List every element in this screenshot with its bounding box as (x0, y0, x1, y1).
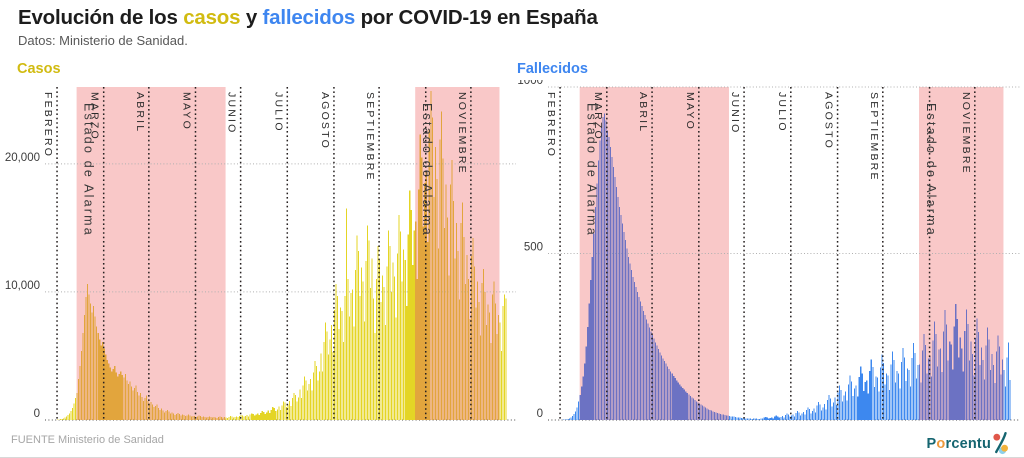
page-title: Evolución de los casos y fallecidos por … (18, 6, 598, 30)
svg-text:SEPTIEMBRE: SEPTIEMBRE (364, 92, 376, 182)
svg-text:MARZO: MARZO (592, 92, 604, 141)
source-note: FUENTE Ministerio de Sanidad (11, 434, 164, 446)
svg-text:FEBRERO: FEBRERO (545, 92, 557, 158)
title-middle: y (240, 6, 263, 29)
svg-text:NOVIEMBRE: NOVIEMBRE (960, 92, 972, 175)
svg-text:ABRIL: ABRIL (134, 92, 146, 133)
brand-name: Porcentu (926, 435, 991, 452)
svg-text:JULIO: JULIO (776, 92, 788, 133)
svg-text:10,000: 10,000 (5, 280, 40, 292)
svg-text:ABRIL: ABRIL (637, 92, 649, 133)
svg-text:FEBRERO: FEBRERO (42, 92, 54, 158)
svg-text:Estado de Alarma: Estado de Alarma (420, 103, 434, 237)
title-prefix: Evolución de los (18, 6, 184, 29)
svg-text:Estado de Alarma: Estado de Alarma (924, 103, 938, 237)
title-word-casos: casos (183, 6, 241, 29)
svg-text:MAYO: MAYO (180, 92, 192, 131)
svg-text:NOVIEMBRE: NOVIEMBRE (456, 92, 468, 175)
svg-text:1000: 1000 (517, 80, 543, 87)
brand-logo: Porcentu (926, 429, 1010, 457)
percent-logo-icon (992, 431, 1010, 457)
svg-text:MAYO: MAYO (684, 92, 696, 131)
svg-text:AGOSTO: AGOSTO (823, 92, 835, 150)
casos-bar-chart: 0 10,000 20,000 FEBRERO MARZO ABRIL MAYO JUNIO J… (5, 87, 516, 421)
title-word-fallecidos: fallecidos (262, 6, 356, 29)
svg-text:Estado de Alarma: Estado de Alarma (82, 103, 96, 237)
svg-text:0: 0 (537, 408, 543, 420)
chart-title-casos: Casos (17, 61, 61, 77)
svg-text:500: 500 (524, 242, 543, 254)
chart-title-fallecidos: Fallecidos (517, 61, 588, 77)
title-suffix: por COVID-19 en España (355, 6, 598, 29)
subtitle: Datos: Ministerio de Sanidad. (18, 33, 188, 48)
svg-text:0: 0 (34, 408, 40, 420)
svg-text:AGOSTO: AGOSTO (319, 92, 331, 150)
svg-text:JUNIO: JUNIO (226, 92, 238, 135)
svg-text:MARZO: MARZO (89, 92, 101, 141)
svg-text:20,000: 20,000 (5, 152, 40, 164)
svg-text:Estado de Alarma: Estado de Alarma (585, 103, 599, 237)
svg-text:SEPTIEMBRE: SEPTIEMBRE (868, 92, 880, 182)
svg-text:JULIO: JULIO (272, 92, 284, 133)
svg-text:JUNIO: JUNIO (729, 92, 741, 135)
